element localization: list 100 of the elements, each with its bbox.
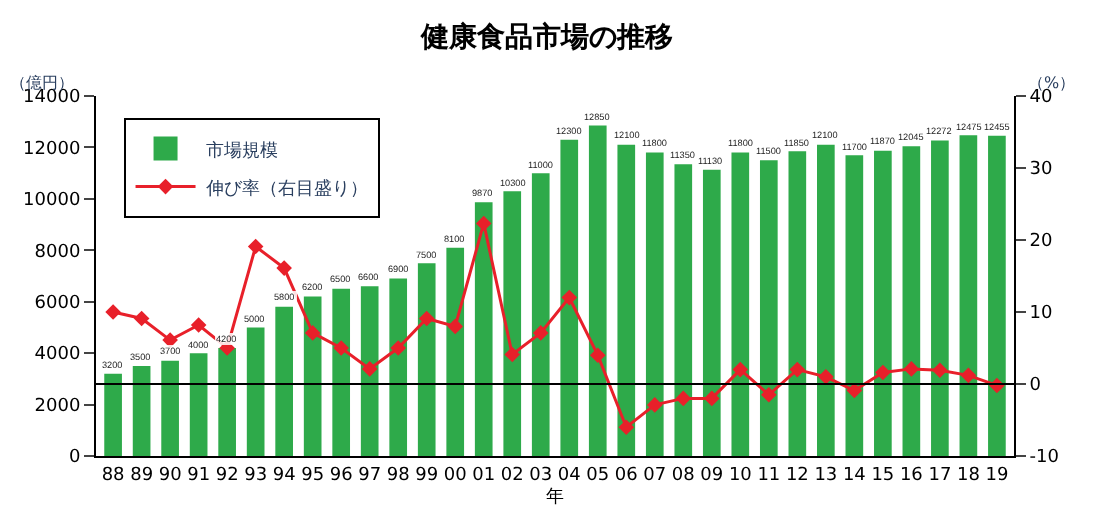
x-tick-label: 02 <box>500 465 524 486</box>
x-tick-label: 17 <box>928 465 952 486</box>
y2-tick-label: 0 <box>1029 376 1042 397</box>
y-tick-label: 0 <box>68 448 81 469</box>
x-tick-label: 19 <box>985 465 1009 486</box>
x-tick-label: 09 <box>700 465 724 486</box>
point <box>361 361 378 377</box>
point <box>190 317 207 333</box>
bar <box>845 155 864 456</box>
point <box>532 325 549 341</box>
x-axis-title: 年 <box>546 485 564 508</box>
point <box>618 419 635 435</box>
x-tick-label: 98 <box>386 465 411 486</box>
x-tick-label: 95 <box>301 465 325 486</box>
x-tick-label: 94 <box>272 465 297 486</box>
point <box>447 318 464 335</box>
bar <box>731 152 750 456</box>
bar <box>417 263 436 456</box>
x-tick-label: 90 <box>158 465 183 486</box>
x-tick-label: 00 <box>443 465 468 486</box>
bar <box>446 247 465 456</box>
y-tick-label: 10000 <box>23 191 81 212</box>
x-tick-label: 15 <box>871 465 895 486</box>
point <box>133 310 150 327</box>
point <box>704 390 720 407</box>
bar <box>931 140 949 456</box>
bar <box>674 164 693 456</box>
point <box>247 238 264 255</box>
x-tick-label: 91 <box>187 465 211 486</box>
point <box>875 364 891 381</box>
x-tick-label: 92 <box>215 465 239 486</box>
point <box>932 362 948 379</box>
bar <box>759 160 778 456</box>
bar <box>332 288 351 456</box>
y-tick-label: 2000 <box>34 396 81 417</box>
point <box>761 387 777 403</box>
bar <box>531 173 550 456</box>
point <box>418 310 435 327</box>
point <box>304 325 321 341</box>
x-tick-label: 13 <box>814 465 838 486</box>
x-tick-label: 03 <box>529 465 553 486</box>
bar <box>503 191 522 456</box>
point <box>818 369 834 385</box>
y-axis-title: （億円） <box>10 74 74 92</box>
bar <box>874 150 892 456</box>
x-tick-label: 08 <box>671 465 696 486</box>
x-tick-label: 10 <box>728 465 753 486</box>
bar <box>303 296 322 456</box>
y2-tick-label: 30 <box>1029 160 1054 181</box>
x-tick-label: 96 <box>329 465 354 486</box>
x-tick-label: 14 <box>842 465 867 486</box>
bar <box>645 152 664 456</box>
y2-tick-label: 40 <box>1029 88 1054 109</box>
bar <box>360 286 379 456</box>
x-tick-label: 07 <box>643 465 667 486</box>
point <box>646 397 663 413</box>
x-tick-label: 18 <box>956 465 981 486</box>
bar <box>218 348 236 456</box>
point <box>276 260 292 276</box>
y-tick-label: 8000 <box>34 242 81 263</box>
bar <box>189 353 208 456</box>
legend-label: 伸び率（右目盛り） <box>205 177 368 200</box>
legend-label: 市場規模 <box>205 139 278 162</box>
x-tick-label: 11 <box>757 465 781 486</box>
x-tick-label: 97 <box>358 465 382 486</box>
x-tick-label: 04 <box>557 465 582 486</box>
x-tick-label: 88 <box>101 465 126 486</box>
point <box>504 346 521 363</box>
bar <box>275 306 293 456</box>
bar <box>988 135 1006 456</box>
point <box>475 215 492 232</box>
bar <box>702 169 721 456</box>
point <box>903 361 920 377</box>
point <box>789 361 806 378</box>
bar <box>560 139 579 456</box>
y2-tick-label: -10 <box>1029 448 1060 469</box>
point <box>105 304 121 320</box>
bar <box>246 327 265 456</box>
x-tick-label: 16 <box>899 465 924 486</box>
bar <box>474 202 493 456</box>
point <box>732 361 749 378</box>
x-tick-label: 01 <box>472 465 496 486</box>
bar <box>104 373 122 456</box>
bar <box>161 360 179 456</box>
bar <box>389 278 408 456</box>
bar <box>817 144 835 456</box>
x-tick-label: 93 <box>244 465 268 486</box>
bar <box>617 144 636 456</box>
chart-title: 健康食品市場の推移 <box>419 19 673 54</box>
point <box>390 340 406 356</box>
bar <box>788 151 807 456</box>
x-tick-label: 99 <box>415 465 439 486</box>
bar <box>132 366 151 456</box>
point <box>333 340 349 356</box>
x-tick-label: 89 <box>130 465 154 486</box>
point <box>960 367 977 384</box>
y-tick-label: 6000 <box>34 294 81 315</box>
y-tick-label: 14000 <box>23 88 81 109</box>
y2-axis-title: （%） <box>1028 74 1076 92</box>
point <box>589 347 606 363</box>
